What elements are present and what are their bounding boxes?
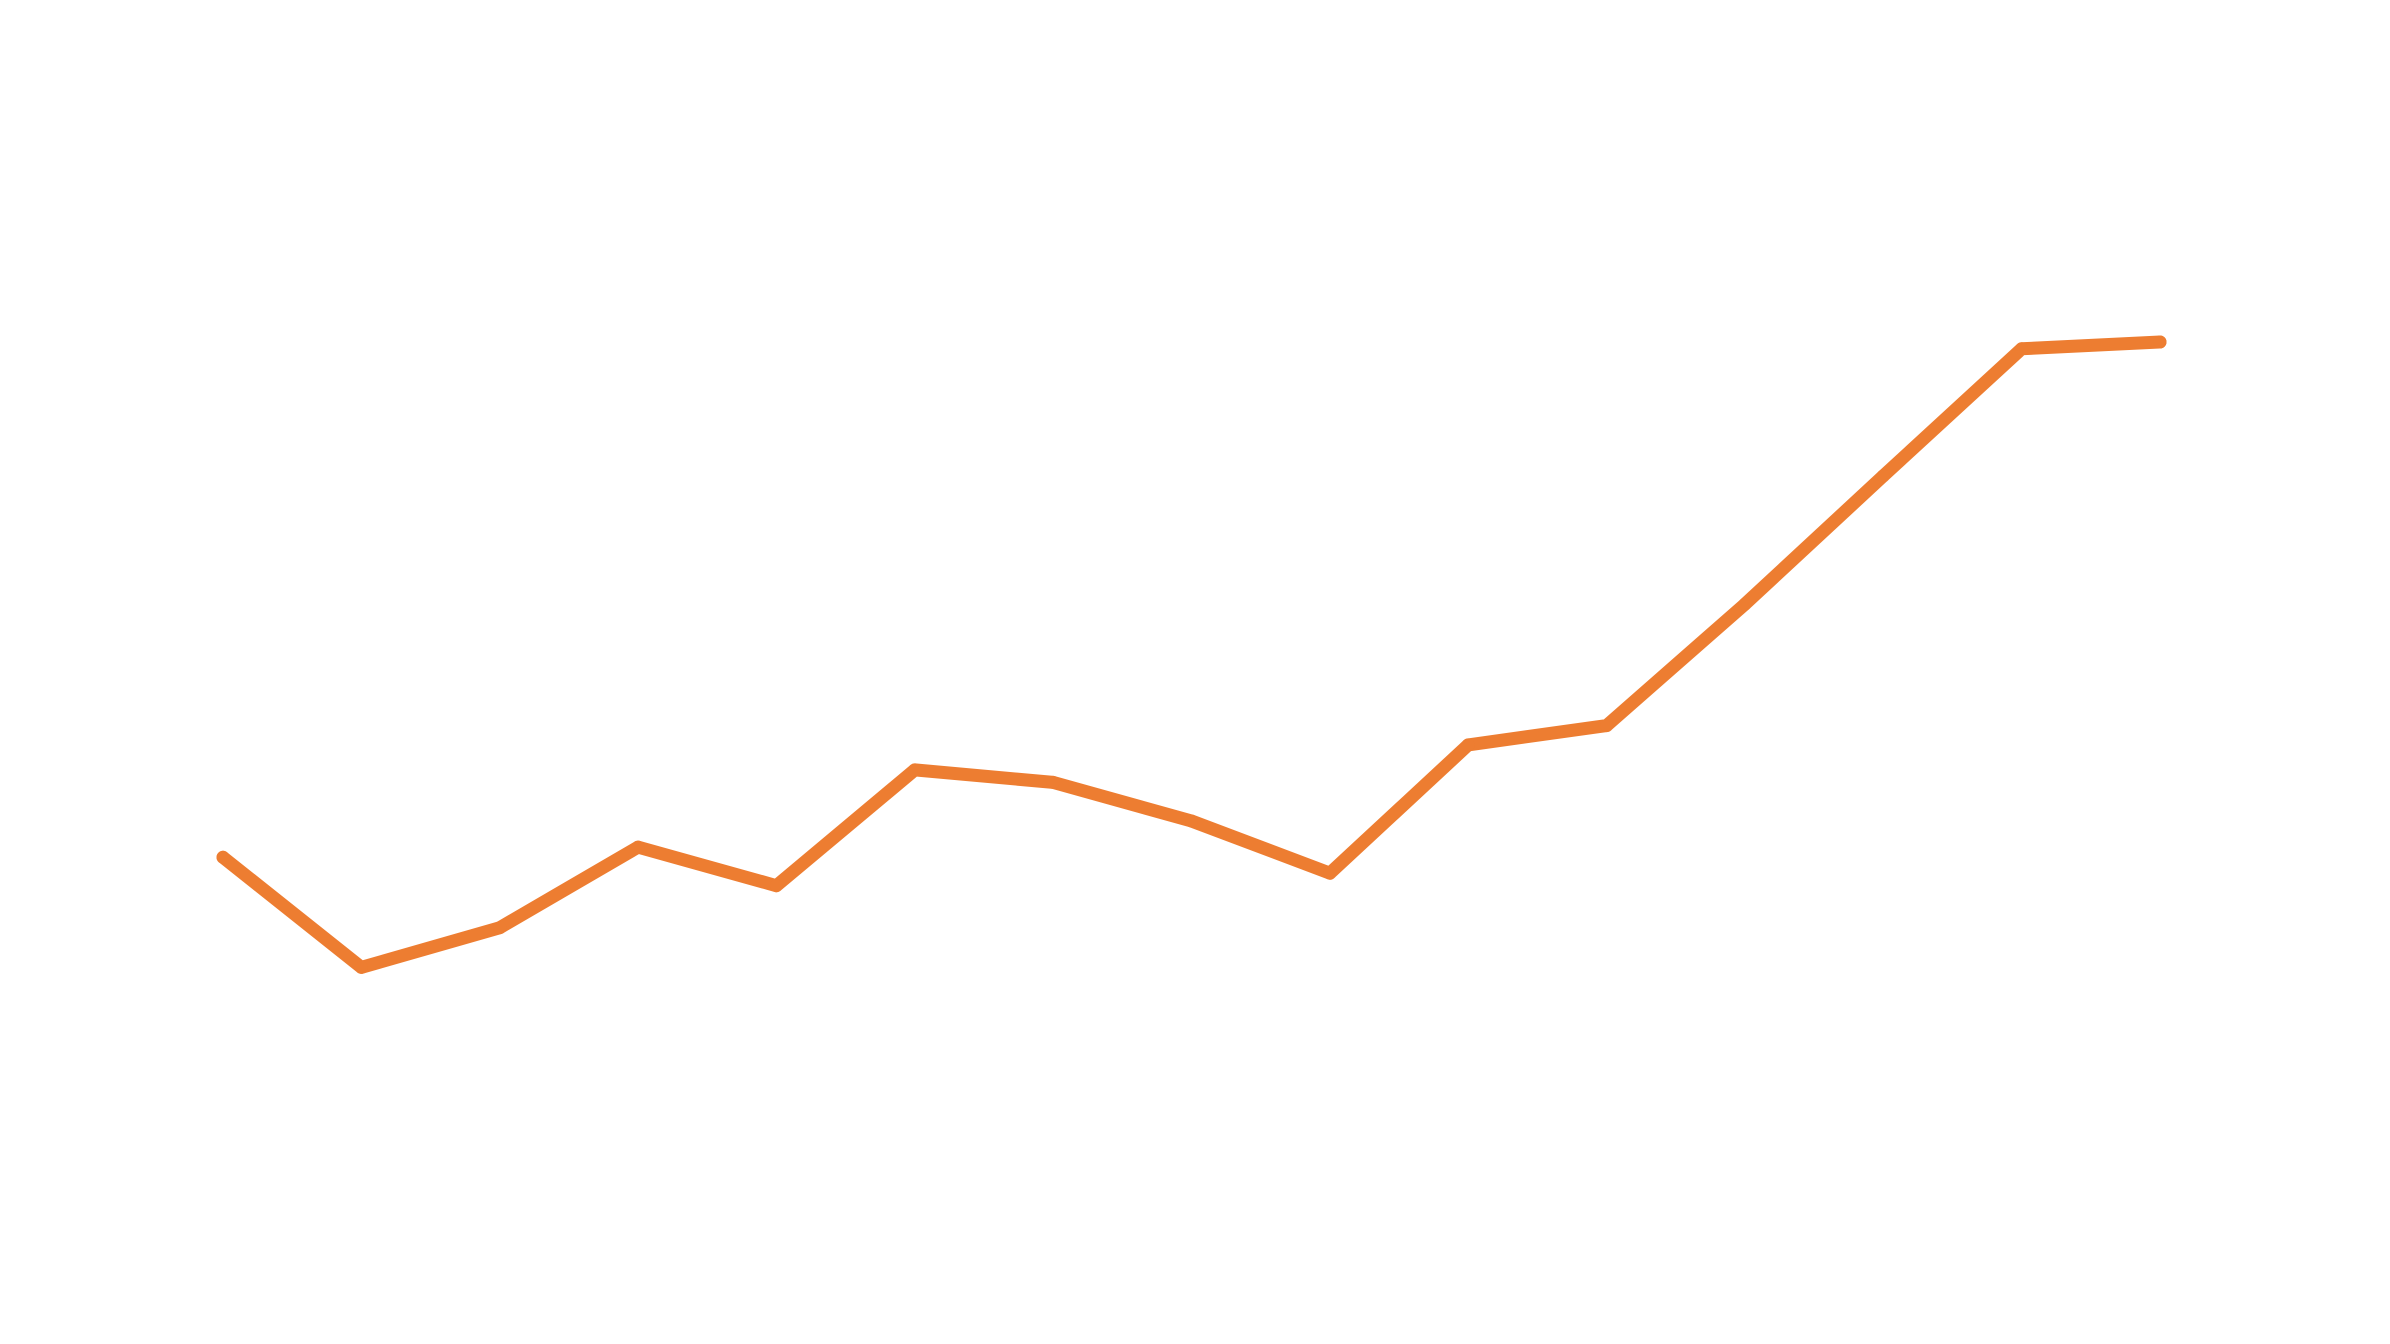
data-point (1600, 719, 1614, 733)
data-point (2015, 342, 2029, 356)
data-point (493, 921, 507, 935)
data-point (631, 840, 645, 854)
data-point (2153, 335, 2167, 349)
data-point (354, 960, 368, 974)
data-point (908, 763, 922, 777)
series-line-0 (216, 335, 2167, 974)
data-point (1323, 866, 1337, 880)
data-point (1738, 597, 1752, 611)
data-point (1876, 469, 1890, 483)
data-point (1461, 738, 1475, 752)
data-point (216, 850, 230, 864)
series-layer (216, 335, 2167, 974)
data-point (1185, 814, 1198, 828)
data-point (769, 879, 783, 893)
data-point (1046, 775, 1060, 789)
